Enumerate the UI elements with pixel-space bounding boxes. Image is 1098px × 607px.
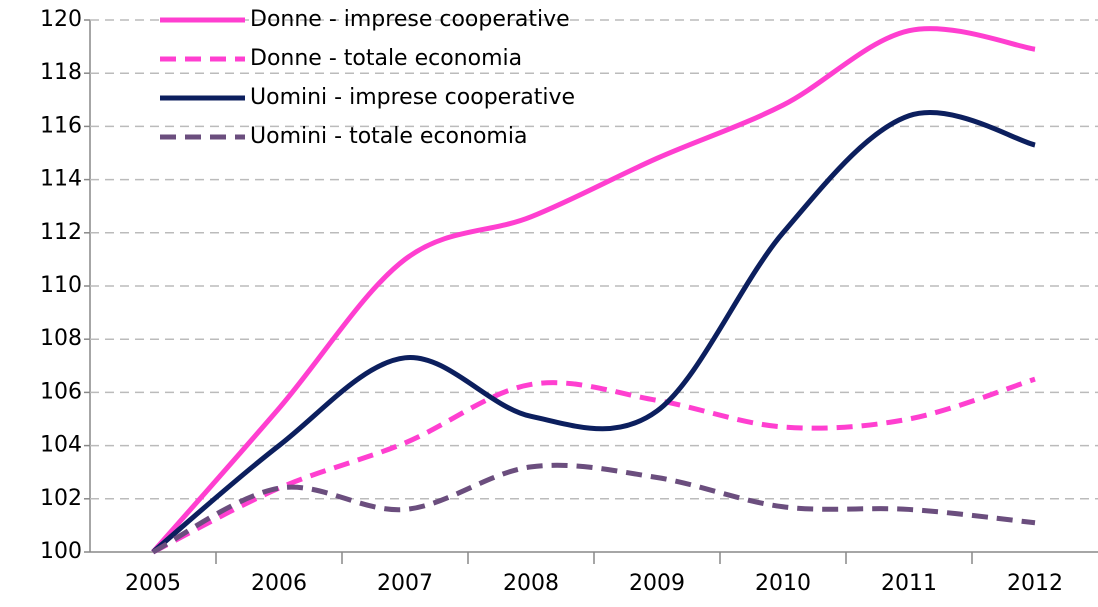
y-tick-label: 112 (40, 220, 82, 245)
legend-label: Donne - imprese cooperative (250, 7, 570, 32)
line-series (151, 376, 1036, 555)
x-tick-label: 2006 (251, 571, 307, 596)
x-tick-label: 2009 (629, 571, 685, 596)
x-tick-label: 2011 (881, 571, 937, 596)
x-tick-label: 2005 (125, 571, 181, 596)
legend-label: Uomini - totale economia (250, 124, 527, 149)
y-tick-label: 100 (40, 539, 82, 564)
y-tick-label: 116 (40, 113, 82, 138)
y-tick-label: 120 (40, 7, 82, 32)
x-tick-label: 2012 (1007, 571, 1063, 596)
legend-label: Donne - totale economia (250, 46, 522, 71)
y-tick-label: 118 (40, 60, 82, 85)
x-tick-label: 2008 (503, 571, 559, 596)
x-tick-label: 2010 (755, 571, 811, 596)
y-tick-label: 102 (40, 486, 82, 511)
y-tick-label: 108 (40, 326, 82, 351)
y-tick-label: 114 (40, 167, 82, 192)
line-series (151, 110, 1036, 554)
y-tick-label: 104 (40, 433, 82, 458)
line-series (151, 26, 1036, 554)
x-tick-label: 2007 (377, 571, 433, 596)
line-series (151, 462, 1036, 555)
y-tick-label: 110 (40, 273, 82, 298)
y-tick-label: 106 (40, 379, 82, 404)
legend-label: Uomini - imprese cooperative (250, 85, 575, 110)
